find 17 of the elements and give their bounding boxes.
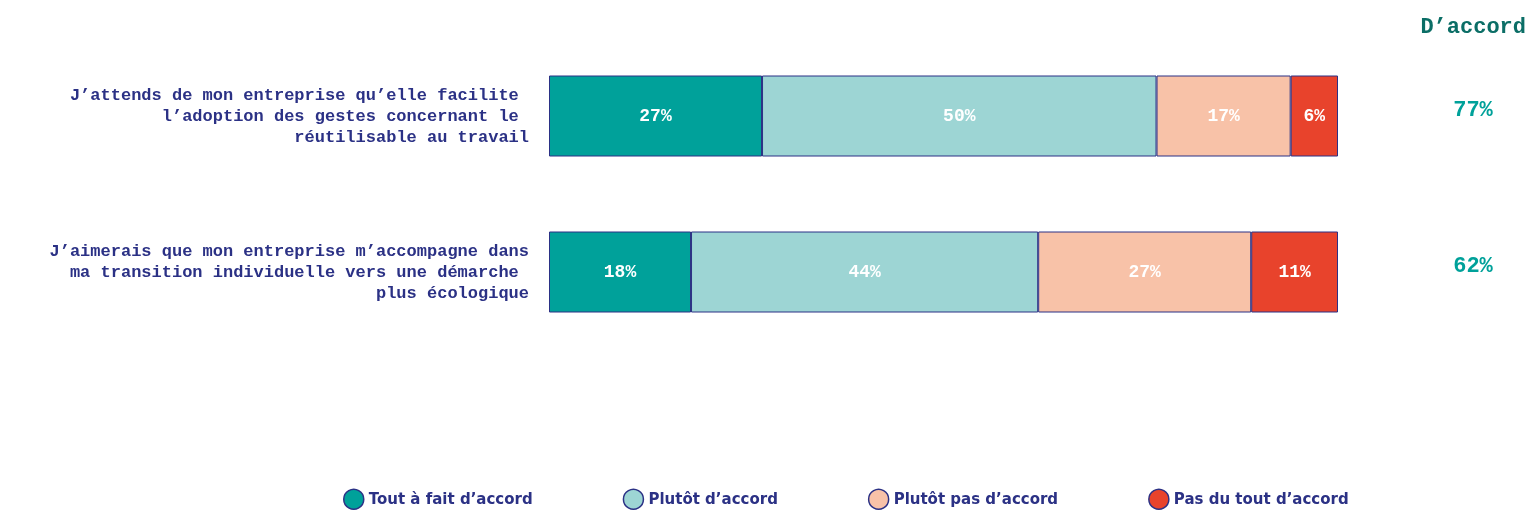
legend-label: Plutôt pas d’accord bbox=[893, 490, 1059, 509]
y-tick-label: J’aimerais que mon entreprise m’accompagne dans ma transition individuelle vers une démarche plus écologique bbox=[49, 241, 529, 303]
data-label: 11% bbox=[1278, 262, 1312, 282]
data-label: 6% bbox=[1303, 106, 1326, 126]
data-label: 18% bbox=[603, 262, 637, 282]
data-label: 27% bbox=[1128, 262, 1162, 282]
data-label: 27% bbox=[639, 106, 672, 126]
legend-label: Plutôt d’accord bbox=[648, 490, 778, 509]
data-label: 44% bbox=[848, 262, 881, 282]
text: D’accord bbox=[1420, 14, 1527, 40]
text: 77% bbox=[1453, 97, 1494, 123]
data-label: 17% bbox=[1207, 106, 1240, 126]
legend-label: Tout à fait d’accord bbox=[368, 490, 533, 509]
y-tick-label: J’attends de mon entreprise qu’elle facilite l’adoption des gestes concernant le réutilisable au travail bbox=[69, 85, 529, 147]
text: 62% bbox=[1453, 253, 1494, 279]
legend-label: Pas du tout d’accord bbox=[1173, 490, 1349, 509]
data-label: 50% bbox=[943, 106, 976, 126]
